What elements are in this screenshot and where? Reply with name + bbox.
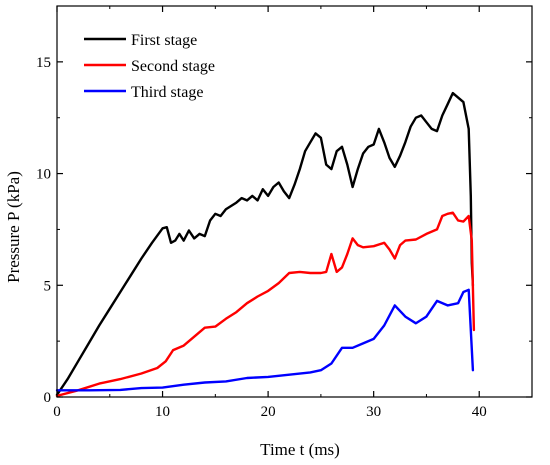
plot-frame	[56, 5, 533, 398]
x-tick-label: 20	[261, 404, 276, 420]
y-tick-label: 15	[36, 55, 51, 71]
y-axis-title: Pressure P (kPa)	[4, 171, 23, 283]
legend-label-3: Third stage	[131, 84, 203, 101]
legend-label-2: Second stage	[131, 58, 215, 75]
x-tick-label: 10	[155, 404, 170, 420]
x-tick-label: 0	[53, 404, 61, 420]
series-line-1	[55, 91, 475, 396]
x-tick-label: 40	[472, 404, 487, 420]
series-line-2	[55, 211, 476, 398]
series-line-3	[55, 288, 475, 392]
legend: First stage Second stage Third stage	[84, 32, 215, 101]
y-tick-label: 0	[44, 390, 52, 406]
legend-label-1: First stage	[131, 32, 197, 49]
x-tick-label: 30	[366, 404, 381, 420]
axes: 0 10 20 30 40 0 5 10 15	[36, 5, 533, 420]
x-axis-title: Time t (ms)	[260, 440, 340, 459]
y-tick-label: 5	[44, 278, 52, 294]
y-tick-label: 10	[36, 167, 51, 183]
plot-area	[55, 91, 476, 398]
